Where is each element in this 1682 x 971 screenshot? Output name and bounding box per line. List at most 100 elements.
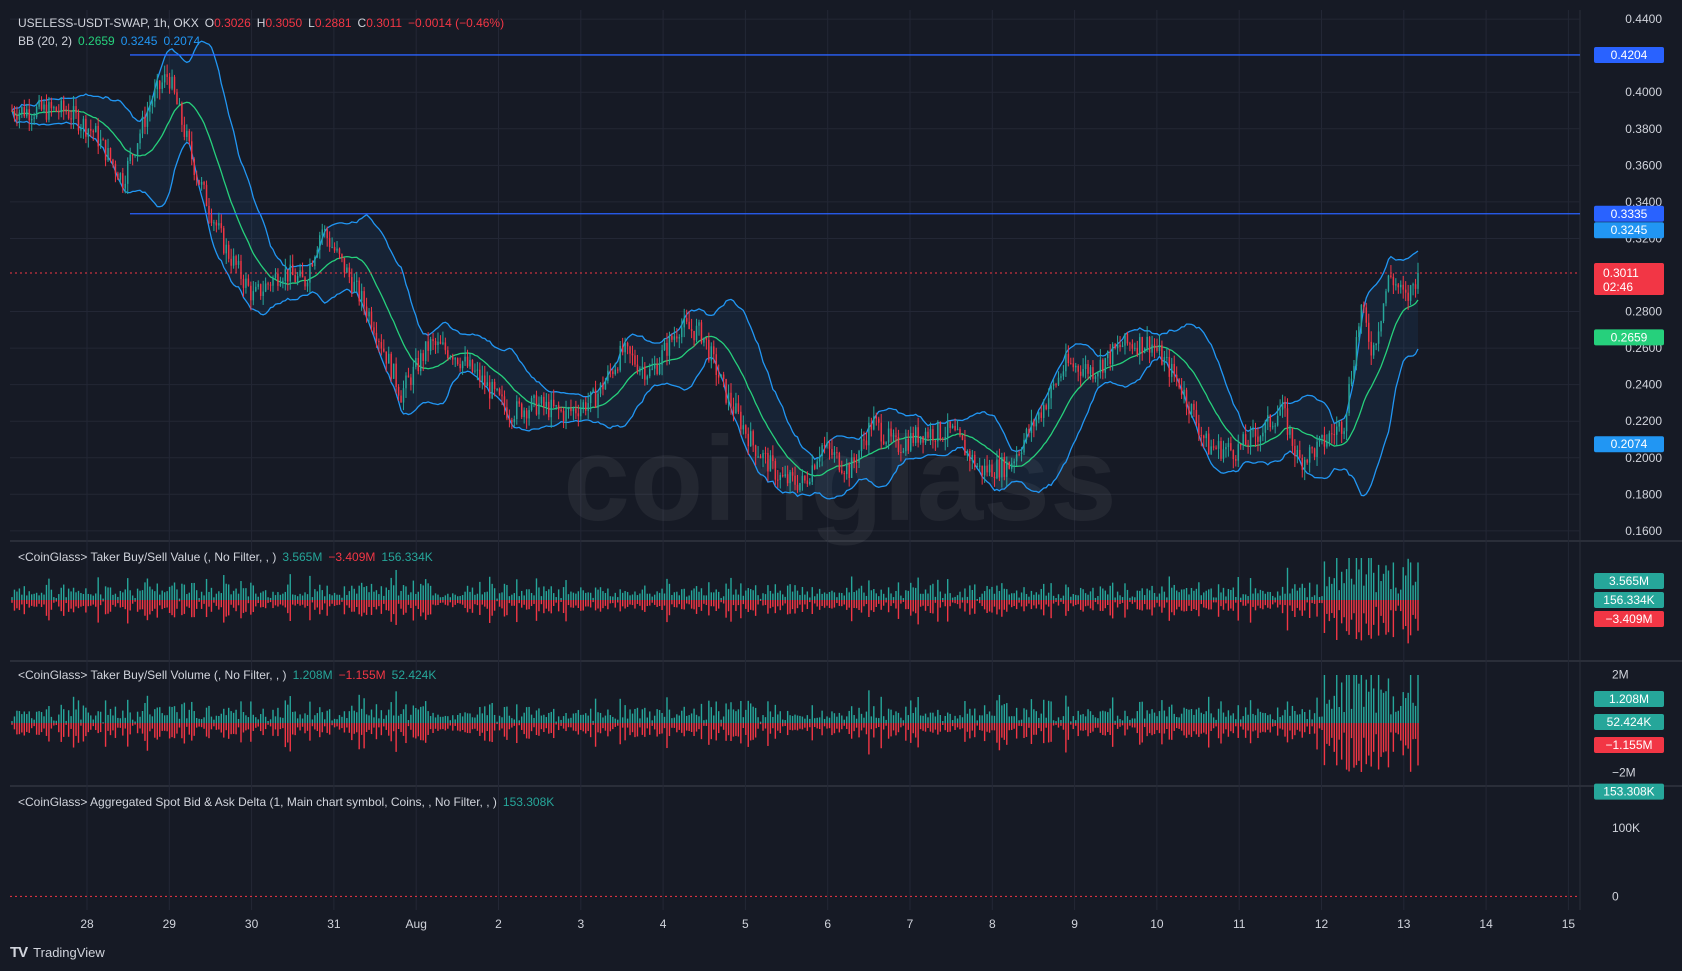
- candle-body: [506, 407, 508, 419]
- volume-pane-legend: <CoinGlass> Taker Buy/Sell Volume (, No …: [18, 668, 442, 682]
- volume-pane-buy-bar: [641, 709, 644, 723]
- x-tick-label: 12: [1315, 917, 1329, 931]
- volume-pane-buy-bar: [338, 715, 341, 723]
- value-pane-buy-bar: [65, 597, 67, 600]
- value-pane-sell-bar: [528, 600, 530, 610]
- volume-pane-buy-bar: [72, 696, 75, 723]
- volume-pane-sell-bar: [439, 723, 442, 730]
- low-value: 0.2881: [314, 16, 352, 30]
- candle-body: [363, 291, 365, 307]
- value-pane-buy-bar: [383, 595, 385, 600]
- volume-pane-buy-bar: [383, 718, 385, 723]
- value-pane-sell-bar: [1180, 600, 1183, 611]
- value-pane-sell-bar: [407, 600, 410, 605]
- volume-pane-buy-bar: [1262, 712, 1264, 723]
- candle-body: [895, 435, 897, 437]
- volume-pane-buy-bar: [513, 719, 516, 723]
- value-pane-sell-bar: [937, 600, 939, 622]
- value-pane-buy-bar: [294, 594, 296, 600]
- value-pane-sell-bar: [1336, 600, 1338, 640]
- value-pane-buy-bar: [1291, 588, 1294, 600]
- candle-body: [395, 363, 397, 387]
- value-pane-sell-bar: [203, 600, 205, 604]
- value-pane-sell-bar: [348, 600, 351, 608]
- value-pane-sell-bar: [159, 600, 161, 606]
- candle-body: [1306, 459, 1308, 463]
- value-pane-sell-bar: [1382, 600, 1385, 623]
- value-pane-buy-bar: [1114, 597, 1116, 600]
- volume-pane-sell-bar: [535, 723, 538, 736]
- value-pane-sell-bar: [1417, 600, 1419, 631]
- candle-body: [114, 163, 117, 174]
- candle-body: [1166, 356, 1168, 358]
- value-pane-sell-bar: [1365, 600, 1367, 624]
- volume-pane-buy-bar: [215, 715, 218, 723]
- volume-pane-buy-bar: [540, 715, 543, 723]
- volume-pane-buy-bar: [173, 706, 176, 723]
- value-pane-buy-bar: [932, 583, 934, 600]
- value-pane-sell-bar: [338, 600, 341, 605]
- volume-pane-buy-bar: [1279, 716, 1281, 723]
- candle-body: [208, 206, 210, 215]
- value-pane-buy-bar: [804, 594, 806, 600]
- candle-body: [1111, 344, 1114, 364]
- bb-lower-value: 0.2074: [163, 34, 201, 48]
- volume-pane-buy-bar: [97, 711, 99, 723]
- volume-pane-sell-bar: [794, 723, 796, 730]
- candle-body: [245, 278, 247, 288]
- volume-pane-sell-bar: [705, 723, 708, 726]
- volume-pane-buy-bar: [324, 719, 326, 723]
- volume-pane-sell-bar: [900, 723, 902, 728]
- value-pane-sell-bar: [373, 600, 375, 607]
- volume-pane-sell-bar: [1156, 723, 1158, 731]
- candle-body: [1212, 446, 1215, 448]
- volume-pane-sell-bar: [991, 723, 993, 731]
- value-pane-buy-bar: [826, 593, 828, 600]
- volume-pane-buy-bar: [1030, 699, 1033, 723]
- value-pane-sell-bar: [429, 600, 432, 615]
- value-pane-sell-bar: [774, 600, 777, 614]
- value-pane-sell-bar: [607, 600, 609, 610]
- value-pane-buy-bar: [838, 592, 841, 600]
- candle-body: [1230, 443, 1232, 451]
- tradingview-footer[interactable]: TV TradingView: [10, 944, 105, 961]
- volume-pane-sell-bar: [589, 723, 592, 738]
- value-pane-sell-bar: [1028, 600, 1030, 604]
- volume-pane-sell-bar: [390, 723, 392, 742]
- value-pane-buy-bar: [698, 591, 700, 600]
- candle-body: [390, 353, 392, 379]
- candle-body: [582, 402, 585, 409]
- value-pane-sell-bar: [912, 600, 914, 612]
- value-pane-buy-bar: [80, 592, 82, 600]
- volume-pane-sell-bar: [1409, 723, 1412, 772]
- value-pane-sell-bar: [331, 600, 333, 604]
- candle-body: [348, 267, 351, 278]
- volume-pane-buy-bar: [784, 720, 786, 723]
- volume-pane-sell-bar: [816, 723, 818, 729]
- value-pane-buy-bar: [1134, 597, 1136, 600]
- volume-pane-buy-bar: [1412, 702, 1414, 723]
- volume-pane-buy-bar: [114, 706, 117, 723]
- volume-pane-sell-bar: [624, 723, 626, 741]
- candle-body: [784, 474, 786, 477]
- volume-pane-buy-bar: [1215, 719, 1217, 723]
- value-pane-sell-bar: [513, 600, 516, 606]
- volume-pane-sell-bar: [1377, 723, 1380, 770]
- value-pane-sell-bar: [353, 600, 355, 612]
- value-pane-sell-bar: [1350, 600, 1353, 620]
- volume-pane-buy-bar: [1301, 709, 1303, 723]
- volume-pane-buy-bar: [1360, 675, 1363, 723]
- volume-pane-buy-bar: [1407, 692, 1409, 723]
- volume-pane-sell-bar: [1328, 723, 1331, 746]
- candle-body: [1279, 409, 1281, 416]
- candle-body: [1055, 384, 1057, 386]
- volume-pane-buy-bar: [474, 717, 476, 723]
- candle-body: [26, 109, 28, 117]
- candle-body: [1052, 384, 1055, 386]
- value-pane-buy-bar: [782, 594, 784, 600]
- volume-pane-sell-bar: [149, 723, 151, 732]
- value-pane-sell-bar: [1407, 600, 1409, 644]
- volume-pane-sell-bar: [855, 723, 858, 728]
- candle-body: [351, 277, 353, 293]
